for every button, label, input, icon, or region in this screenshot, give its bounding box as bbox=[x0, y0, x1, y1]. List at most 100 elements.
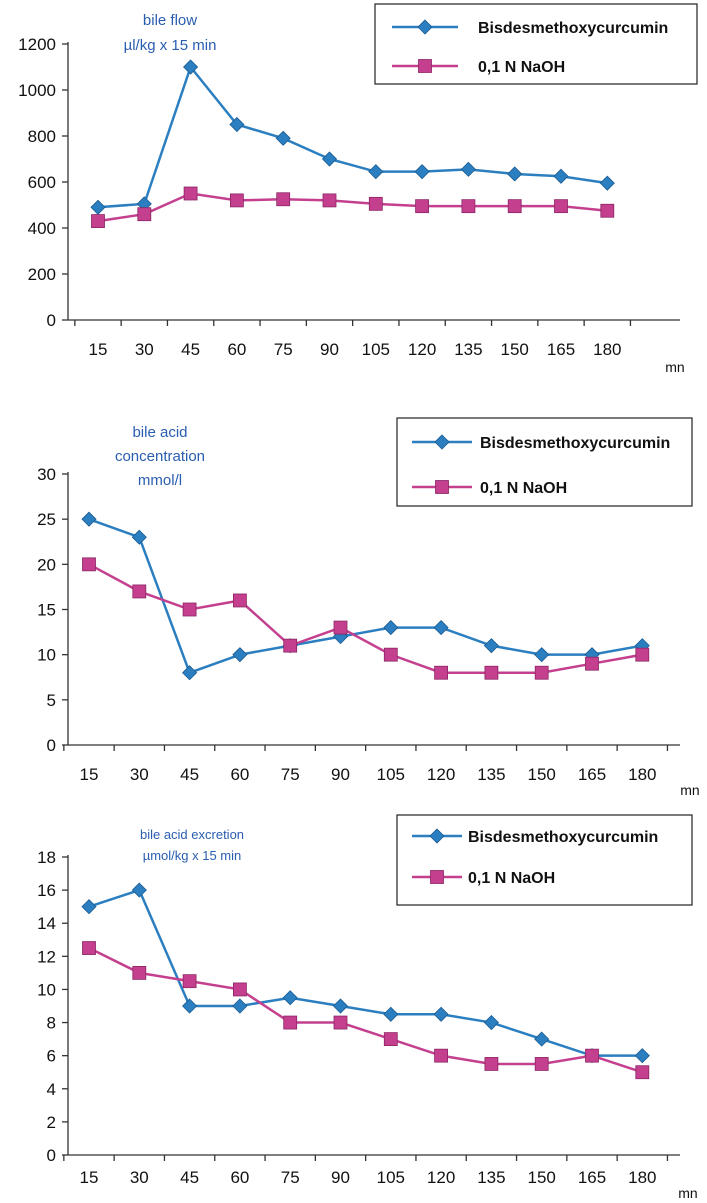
bisdesmethoxycurcumin-data-point bbox=[534, 1031, 550, 1047]
naoh-data-point bbox=[585, 656, 599, 671]
x-tick-label: 60 bbox=[230, 1168, 249, 1187]
bisdesmethoxycurcumin-data-point bbox=[282, 990, 298, 1006]
legend-label: Bisdesmethoxycurcumin bbox=[478, 20, 668, 37]
bisdesmethoxycurcumin-data-point bbox=[321, 151, 338, 167]
x-tick-label: 30 bbox=[135, 340, 154, 359]
bisdesmethoxycurcumin-data-point bbox=[131, 529, 147, 545]
naoh-data-point bbox=[232, 593, 247, 608]
x-tick-label: 120 bbox=[427, 1168, 455, 1187]
y-tick-label: 14 bbox=[37, 914, 56, 933]
naoh-data-point bbox=[82, 557, 96, 572]
bisdesmethoxycurcumin-data-point bbox=[182, 665, 198, 681]
x-tick-label: 120 bbox=[427, 765, 455, 784]
x-tick-label: 90 bbox=[331, 765, 350, 784]
y-tick-label: 200 bbox=[28, 265, 56, 284]
x-tick-label: 165 bbox=[547, 340, 575, 359]
naoh-data-point bbox=[383, 1032, 398, 1047]
naoh-data-point bbox=[276, 192, 291, 207]
bisdesmethoxycurcumin-data-point bbox=[460, 161, 476, 177]
y-tick-label: 2 bbox=[47, 1113, 56, 1132]
x-tick-label: 150 bbox=[528, 1168, 556, 1187]
x-tick-label: 15 bbox=[80, 765, 99, 784]
x-tick-label: 90 bbox=[331, 1168, 350, 1187]
y-tick-label: 5 bbox=[47, 691, 56, 710]
naoh-data-point bbox=[415, 199, 430, 214]
bisdesmethoxycurcumin-data-point bbox=[634, 1048, 650, 1064]
naoh-data-point bbox=[283, 638, 298, 653]
bisdesmethoxycurcumin-data-point bbox=[131, 882, 147, 898]
naoh-data-point bbox=[368, 196, 383, 211]
legend-marker bbox=[429, 828, 445, 844]
naoh-data-point bbox=[182, 602, 197, 617]
legend-label: Bisdesmethoxycurcumin bbox=[468, 829, 658, 846]
bisdesmethoxycurcumin-data-point bbox=[229, 116, 245, 133]
legend-marker bbox=[417, 19, 433, 35]
x-tick-label: 30 bbox=[130, 1168, 149, 1187]
axis-caption-line: µmol/kg x 15 min bbox=[143, 848, 242, 863]
naoh-data-point bbox=[132, 965, 147, 980]
bisdesmethoxycurcumin-data-point bbox=[368, 164, 384, 180]
bisdesmethoxycurcumin-data-point bbox=[383, 620, 399, 636]
x-tick-label: 165 bbox=[578, 1168, 606, 1187]
y-tick-label: 600 bbox=[28, 173, 56, 192]
axis-caption-line: bile acid excretion bbox=[140, 827, 244, 842]
x-tick-label: 105 bbox=[377, 765, 405, 784]
x-tick-label: 135 bbox=[477, 1168, 505, 1187]
x-tick-label: 90 bbox=[320, 340, 339, 359]
naoh-data-point bbox=[585, 1048, 599, 1063]
bisdesmethoxycurcumin-data-point bbox=[275, 130, 291, 146]
naoh-data-point bbox=[82, 941, 96, 955]
y-tick-label: 10 bbox=[37, 980, 56, 999]
y-tick-label: 6 bbox=[47, 1047, 56, 1066]
series-line-bisdesmethoxycurcumin bbox=[88, 517, 643, 675]
bisdesmethoxycurcumin-data-point bbox=[433, 1006, 449, 1022]
naoh-data-point bbox=[635, 647, 650, 662]
bisdesmethoxycurcumin-data-point bbox=[553, 168, 569, 184]
y-tick-label: 1000 bbox=[18, 81, 56, 100]
x-tick-label: 15 bbox=[89, 340, 108, 359]
y-tick-label: 20 bbox=[37, 555, 56, 574]
y-tick-label: 1200 bbox=[18, 35, 56, 54]
naoh-data-point bbox=[333, 620, 348, 635]
x-tick-label: 120 bbox=[408, 340, 436, 359]
bisdesmethoxycurcumin-data-point bbox=[534, 647, 550, 663]
naoh-data-point bbox=[132, 584, 147, 599]
x-tick-label: 15 bbox=[80, 1168, 99, 1187]
naoh-data-point bbox=[434, 1048, 449, 1063]
naoh-data-point bbox=[232, 982, 247, 997]
naoh-data-point bbox=[183, 186, 198, 201]
x-tick-label: 180 bbox=[593, 340, 621, 359]
axis-caption-line: bile flow bbox=[143, 12, 197, 29]
naoh-data-point bbox=[182, 974, 197, 989]
x-axis-unit-label: mn bbox=[680, 782, 699, 798]
y-tick-label: 8 bbox=[47, 1014, 56, 1033]
legend-marker bbox=[418, 59, 432, 73]
bisdesmethoxycurcumin-data-point bbox=[483, 1014, 499, 1031]
y-tick-label: 25 bbox=[37, 510, 56, 529]
y-tick-label: 30 bbox=[37, 465, 56, 484]
bisdesmethoxycurcumin-data-point bbox=[232, 998, 248, 1014]
naoh-data-point bbox=[137, 207, 152, 222]
chart-2: 0 5 10 15 20 25 30 15 30 45 60 75 90 105 120 135 150 165 1… bbox=[37, 417, 700, 798]
series-line-bisdesmethoxycurcumin bbox=[97, 64, 608, 209]
naoh-data-point bbox=[461, 199, 476, 214]
x-tick-label: 150 bbox=[528, 765, 556, 784]
x-tick-label: 60 bbox=[230, 765, 249, 784]
naoh-data-point bbox=[534, 665, 549, 680]
y-tick-label: 400 bbox=[28, 219, 56, 238]
legend-marker bbox=[435, 480, 449, 494]
series-line-naoh bbox=[97, 192, 608, 223]
naoh-data-point bbox=[229, 193, 244, 208]
y-tick-label: 18 bbox=[37, 848, 56, 867]
bisdesmethoxycurcumin-data-point bbox=[383, 1006, 399, 1022]
legend-label: Bisdesmethoxycurcumin bbox=[480, 435, 670, 452]
bisdesmethoxycurcumin-data-point bbox=[183, 59, 199, 75]
x-tick-label: 180 bbox=[628, 1168, 656, 1187]
y-tick-label: 0 bbox=[47, 311, 56, 330]
x-tick-label: 180 bbox=[628, 765, 656, 784]
naoh-data-point bbox=[322, 193, 337, 208]
naoh-data-point bbox=[484, 1057, 499, 1071]
axis-caption-line: µl/kg x 15 min bbox=[124, 37, 217, 54]
bisdesmethoxycurcumin-data-point bbox=[81, 511, 97, 527]
